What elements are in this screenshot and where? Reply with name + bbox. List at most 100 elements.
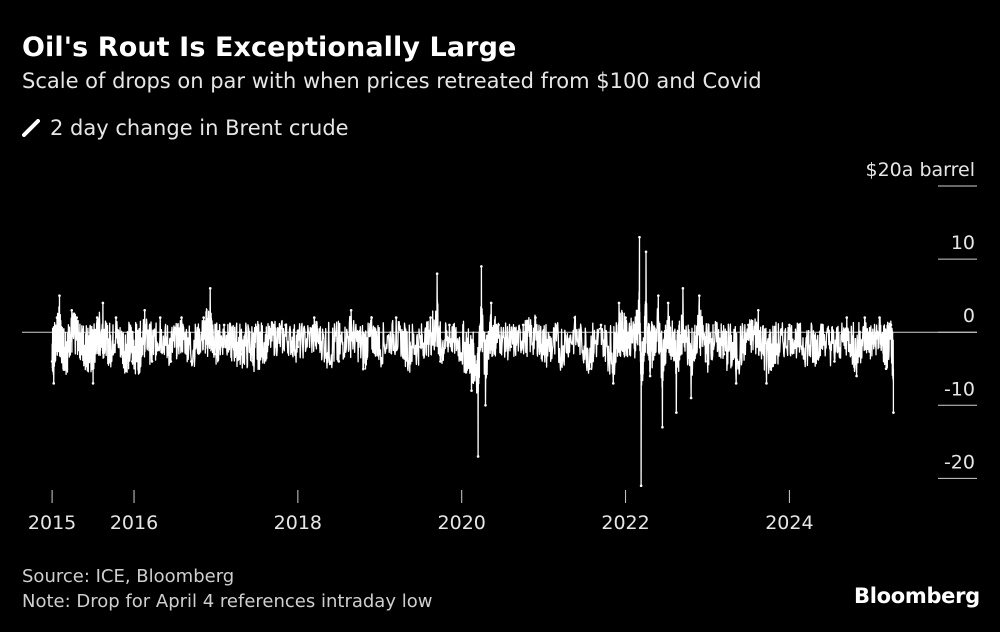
- data-point: [239, 352, 242, 356]
- data-point: [884, 367, 888, 371]
- data-point: [158, 316, 162, 319]
- data-point: [648, 374, 652, 378]
- data-point: [624, 316, 627, 319]
- data-point: [470, 389, 473, 392]
- data-point: [202, 316, 205, 319]
- data-point: [58, 294, 61, 297]
- data-point: [812, 360, 816, 363]
- data-point: [870, 345, 873, 349]
- data-point: [509, 345, 513, 349]
- data-point: [70, 308, 74, 312]
- data-point: [60, 352, 64, 356]
- data-point: [476, 455, 480, 458]
- data-point: [639, 484, 643, 487]
- data-point: [231, 345, 234, 349]
- x-tick-label: 2018: [274, 512, 322, 534]
- data-point: [50, 360, 54, 363]
- data-point: [706, 360, 709, 363]
- data-point: [122, 360, 126, 363]
- data-point: [747, 323, 750, 327]
- data-point: [480, 265, 483, 268]
- data-point: [681, 287, 685, 290]
- data-point: [632, 323, 636, 327]
- data-point: [55, 316, 59, 319]
- data-point: [611, 382, 615, 385]
- data-point: [756, 308, 760, 312]
- data-point: [657, 294, 660, 297]
- data-point: [296, 345, 300, 349]
- data-point: [497, 323, 500, 327]
- data-point: [259, 352, 263, 356]
- data-point: [489, 301, 493, 305]
- data-point: [558, 360, 562, 363]
- x-tick-label: 2024: [765, 512, 813, 534]
- data-point: [91, 382, 95, 385]
- data-point: [180, 316, 183, 319]
- data-point: [460, 352, 464, 356]
- data-point: [644, 250, 648, 254]
- y-tick-label: 0: [963, 305, 975, 327]
- x-tick-label: 2015: [28, 512, 76, 534]
- data-point: [378, 352, 382, 356]
- data-point: [714, 323, 717, 327]
- data-point: [337, 360, 341, 363]
- chart-subtitle: Scale of drops on par with when prices r…: [22, 69, 762, 93]
- data-point: [435, 272, 439, 276]
- data-point: [108, 360, 111, 363]
- data-point: [208, 287, 212, 290]
- data-point: [312, 316, 316, 319]
- line-swatch-icon: [22, 119, 40, 137]
- data-point: [143, 308, 146, 312]
- data-point: [65, 367, 69, 371]
- data-point: [370, 316, 373, 319]
- data-point: [845, 316, 849, 319]
- data-point: [765, 382, 768, 385]
- data-point: [394, 316, 398, 319]
- x-tick-label: 2022: [601, 512, 649, 534]
- bloomberg-logo: Bloomberg: [854, 584, 980, 608]
- data-point: [251, 360, 255, 363]
- data-point: [325, 352, 328, 356]
- y-tick-label: -10: [944, 378, 975, 400]
- data-point: [213, 352, 216, 356]
- data-point: [222, 323, 226, 327]
- data-point: [448, 323, 451, 327]
- data-point: [95, 316, 99, 319]
- data-point: [114, 316, 118, 319]
- data-point: [349, 308, 353, 312]
- x-tick-label: 2016: [110, 512, 158, 534]
- data-point: [878, 316, 881, 319]
- data-point: [833, 360, 836, 363]
- data-point: [407, 360, 410, 363]
- data-point: [419, 345, 423, 349]
- series-line: [51, 236, 895, 487]
- data-point: [101, 301, 105, 305]
- data-point: [863, 316, 867, 319]
- x-tick-label: 2020: [438, 512, 486, 534]
- data-point: [638, 235, 641, 239]
- data-point: [137, 367, 141, 371]
- y-tick-label: -20: [944, 451, 975, 473]
- data-point: [521, 323, 525, 327]
- data-point: [697, 294, 701, 297]
- data-point: [169, 360, 173, 363]
- chart-title: Oil's Rout Is Exceptionally Large: [22, 32, 517, 63]
- data-point: [429, 316, 432, 319]
- data-point: [889, 323, 893, 327]
- data-point: [666, 301, 670, 305]
- data-point: [81, 352, 84, 356]
- data-point: [271, 323, 275, 327]
- data-point: [661, 425, 664, 429]
- data-point: [820, 323, 824, 327]
- data-point: [855, 374, 858, 378]
- data-point: [599, 323, 603, 327]
- y-tick-label: $20a barrel: [866, 159, 976, 181]
- data-point: [439, 360, 442, 363]
- data-point: [775, 352, 779, 356]
- data-point: [617, 301, 621, 305]
- data-point: [52, 382, 56, 385]
- y-tick-label: 10: [951, 232, 975, 254]
- data-point: [542, 352, 545, 356]
- data-point: [588, 367, 591, 371]
